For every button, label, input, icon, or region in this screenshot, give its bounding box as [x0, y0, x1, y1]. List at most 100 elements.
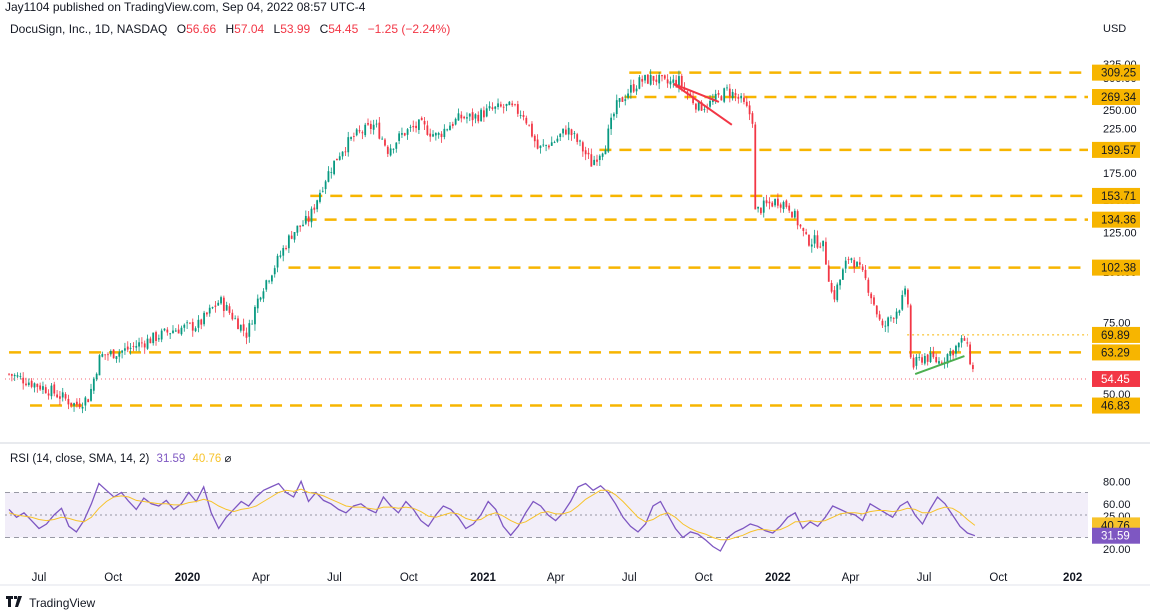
- candle: [124, 342, 126, 355]
- candle: [760, 207, 762, 215]
- candle: [726, 84, 728, 91]
- candle: [907, 288, 909, 308]
- candle: [491, 102, 494, 111]
- candle-body: [596, 159, 598, 162]
- candle: [166, 327, 169, 336]
- candle-body: [271, 275, 273, 282]
- candle: [624, 94, 627, 106]
- candle-body: [285, 248, 287, 249]
- candle-body: [443, 128, 446, 137]
- candle-body: [369, 123, 372, 130]
- candle: [531, 121, 533, 138]
- candle: [299, 225, 302, 232]
- candle-body: [590, 154, 593, 167]
- candle: [271, 274, 273, 285]
- open-value: 56.66: [186, 22, 217, 36]
- candle-body: [104, 354, 107, 356]
- candle: [590, 148, 593, 167]
- candle-body: [658, 74, 661, 84]
- candle-body: [84, 397, 87, 406]
- candle-body: [799, 224, 802, 227]
- candle-body: [333, 160, 335, 175]
- trendline[interactable]: [673, 83, 733, 126]
- candle: [432, 130, 434, 138]
- candle-body: [751, 113, 754, 124]
- candle-body: [833, 290, 836, 300]
- candle: [245, 327, 248, 345]
- candle-body: [525, 117, 528, 124]
- candle-body: [403, 133, 406, 136]
- candle-body: [222, 297, 225, 311]
- candle: [304, 210, 307, 226]
- candle-body: [174, 330, 177, 332]
- rsi-legend-label[interactable]: RSI (14, close, SMA, 14, 2): [10, 453, 150, 465]
- candle: [579, 139, 581, 147]
- candle-body: [457, 113, 460, 121]
- candle-body: [502, 106, 505, 108]
- candle: [867, 277, 870, 297]
- candle: [129, 343, 132, 355]
- candle: [494, 106, 497, 114]
- candle: [615, 94, 618, 118]
- candle: [347, 131, 350, 157]
- candle-body: [926, 354, 929, 362]
- candle-body: [564, 129, 567, 135]
- candle-body: [449, 125, 451, 131]
- candle: [423, 117, 426, 131]
- candle: [796, 209, 799, 230]
- candle-body: [514, 104, 516, 106]
- candle-body: [61, 392, 64, 398]
- candle-body: [70, 402, 73, 406]
- candle-body: [208, 307, 211, 314]
- candle: [728, 83, 731, 103]
- time-axis-tick: Jul: [622, 572, 637, 584]
- candle: [581, 140, 584, 157]
- candle-body: [528, 124, 531, 126]
- candle-body: [186, 322, 189, 324]
- candle-body: [194, 328, 197, 332]
- candle: [839, 279, 841, 290]
- trendline[interactable]: [673, 83, 720, 103]
- candle: [576, 132, 579, 145]
- candle-body: [361, 132, 364, 134]
- symbol-name[interactable]: DocuSign, Inc., 1D, NASDAQ: [10, 22, 168, 36]
- candle-body: [160, 330, 163, 340]
- candle: [197, 315, 200, 333]
- trendline[interactable]: [914, 355, 965, 375]
- candle: [955, 344, 957, 358]
- candle-body: [791, 211, 793, 218]
- candle: [646, 74, 649, 85]
- candle-body: [460, 114, 463, 119]
- candle: [618, 97, 621, 108]
- candle-body: [573, 133, 576, 135]
- candle: [13, 373, 16, 381]
- candle-body: [957, 342, 960, 348]
- candle-body: [200, 319, 203, 325]
- candle: [262, 288, 265, 303]
- candle-body: [95, 373, 98, 380]
- candle: [666, 74, 669, 88]
- candle: [717, 90, 720, 98]
- candle-body: [129, 347, 132, 349]
- candle-body: [559, 133, 562, 138]
- candle-body: [881, 320, 884, 326]
- candle-body: [474, 114, 477, 119]
- candle: [895, 308, 898, 324]
- candle: [27, 378, 30, 387]
- candle-body: [556, 138, 559, 142]
- candle: [471, 108, 474, 127]
- candle: [251, 319, 254, 325]
- candle: [901, 290, 904, 311]
- candle-body: [695, 103, 697, 110]
- level-label: 46.83: [1101, 401, 1130, 413]
- candle-body: [338, 156, 341, 160]
- candle-body: [955, 345, 957, 354]
- candle: [782, 200, 785, 213]
- low-label: L: [273, 22, 281, 36]
- candle-body: [149, 338, 152, 344]
- candle: [87, 398, 90, 403]
- candle: [214, 300, 217, 313]
- candle: [200, 318, 203, 330]
- candle: [16, 372, 19, 379]
